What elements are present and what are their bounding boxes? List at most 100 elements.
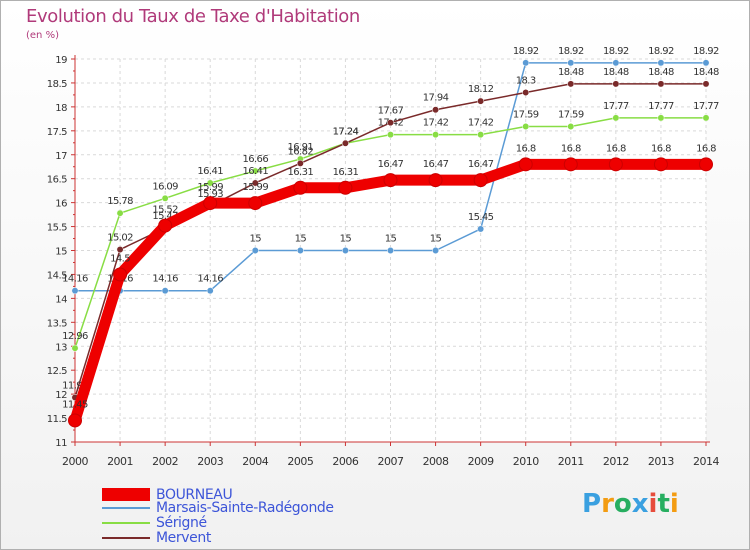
data-label: 17.67 bbox=[378, 106, 404, 117]
x-tick-label: 2000 bbox=[62, 455, 88, 468]
x-tick-label: 2001 bbox=[107, 455, 133, 468]
data-point bbox=[338, 180, 353, 195]
y-tick-label: 18.5 bbox=[47, 79, 67, 90]
legend-label: Mervent bbox=[156, 530, 211, 546]
data-label: 17.24 bbox=[333, 126, 359, 137]
data-point bbox=[518, 157, 533, 172]
data-point bbox=[203, 196, 218, 211]
data-label: 16.8 bbox=[696, 143, 716, 154]
chart-subtitle: (en %) bbox=[26, 30, 59, 41]
data-point bbox=[161, 194, 169, 202]
data-point bbox=[522, 123, 530, 130]
data-point bbox=[657, 114, 665, 122]
data-label: 16.09 bbox=[152, 181, 178, 192]
data-label: 18.92 bbox=[693, 46, 719, 57]
data-point bbox=[341, 247, 349, 254]
brand-logo-letter: r bbox=[601, 489, 614, 519]
data-point bbox=[428, 173, 443, 188]
brand-logo-letter: i bbox=[669, 489, 679, 519]
y-tick-label: 16 bbox=[55, 199, 67, 210]
data-label: 15.99 bbox=[242, 182, 268, 193]
data-label: 15.78 bbox=[107, 196, 133, 207]
y-tick-label: 12.5 bbox=[47, 366, 67, 377]
data-point bbox=[612, 114, 620, 122]
y-tick-label: 16.5 bbox=[47, 175, 67, 186]
data-label: 18.48 bbox=[558, 67, 584, 78]
data-label: 16.47 bbox=[378, 159, 404, 170]
data-label: 17.59 bbox=[513, 110, 539, 121]
data-point bbox=[522, 89, 530, 96]
y-tick-label: 19 bbox=[55, 55, 67, 66]
data-point bbox=[158, 218, 173, 233]
brand-logo-letter: i bbox=[648, 489, 658, 519]
data-label: 16.41 bbox=[242, 166, 268, 177]
data-point bbox=[248, 196, 263, 211]
data-point bbox=[387, 131, 394, 139]
legend-label: Marsais-Sainte-Radégonde bbox=[156, 500, 334, 516]
data-label: 15.02 bbox=[107, 233, 133, 244]
data-label: 14.16 bbox=[152, 274, 178, 285]
brand-logo-letter: o bbox=[613, 489, 632, 519]
y-tick-label: 11 bbox=[55, 438, 67, 449]
data-label: 16.31 bbox=[333, 167, 359, 178]
legend-swatch bbox=[102, 537, 150, 539]
data-point bbox=[206, 287, 214, 295]
data-label: 17.77 bbox=[603, 101, 629, 112]
data-point bbox=[477, 131, 485, 139]
data-point bbox=[206, 179, 214, 187]
data-label: 16.8 bbox=[516, 143, 536, 154]
data-label: 15.93 bbox=[197, 189, 223, 200]
brand-logo: Proxiti bbox=[582, 489, 679, 519]
data-point bbox=[699, 157, 713, 172]
data-label: 17.77 bbox=[693, 101, 719, 112]
data-point bbox=[251, 179, 259, 187]
data-point bbox=[116, 246, 124, 253]
x-tick-label: 2010 bbox=[513, 455, 539, 468]
data-label: 16.82 bbox=[288, 146, 314, 157]
data-label: 15 bbox=[340, 234, 352, 245]
brand-logo-letter: P bbox=[582, 489, 602, 519]
data-label: 17.24 bbox=[333, 126, 359, 137]
data-point bbox=[612, 80, 620, 88]
data-label: 11.93 bbox=[62, 380, 88, 391]
data-label: 16.8 bbox=[651, 143, 671, 154]
x-tick-label: 2002 bbox=[152, 455, 178, 468]
data-point bbox=[563, 157, 578, 172]
data-label: 18.48 bbox=[693, 67, 719, 78]
data-label: 18.92 bbox=[648, 46, 674, 57]
data-label: 14.16 bbox=[62, 274, 88, 285]
data-label: 15 bbox=[295, 234, 307, 245]
data-label: 17.94 bbox=[423, 93, 449, 104]
data-label: 12.96 bbox=[62, 331, 88, 342]
y-tick-label: 15.5 bbox=[47, 223, 67, 234]
data-label: 15 bbox=[385, 234, 397, 245]
data-point bbox=[567, 80, 575, 88]
data-label: 18.3 bbox=[516, 76, 536, 87]
y-tick-label: 14.5 bbox=[47, 270, 67, 281]
data-point bbox=[293, 180, 308, 195]
data-label: 15.52 bbox=[152, 205, 178, 216]
y-tick-label: 18 bbox=[55, 103, 67, 114]
data-point bbox=[608, 157, 623, 172]
data-label: 18.12 bbox=[468, 84, 494, 95]
data-point bbox=[113, 267, 128, 282]
data-label: 18.92 bbox=[603, 46, 629, 57]
y-tick-label: 17.5 bbox=[47, 127, 67, 138]
data-label: 16.41 bbox=[197, 166, 223, 177]
data-point bbox=[657, 80, 665, 88]
data-point bbox=[612, 59, 620, 67]
data-point bbox=[116, 209, 124, 217]
data-label: 17.77 bbox=[648, 101, 674, 112]
data-point bbox=[251, 167, 259, 175]
data-label: 11.45 bbox=[62, 399, 88, 410]
brand-logo-letter: x bbox=[631, 489, 649, 519]
y-tick-label: 14 bbox=[55, 294, 67, 305]
data-point bbox=[473, 173, 488, 188]
x-tick-label: 2006 bbox=[332, 455, 358, 468]
legend-swatch bbox=[102, 488, 150, 501]
data-label: 15.99 bbox=[197, 182, 223, 193]
x-tick-label: 2004 bbox=[242, 455, 268, 468]
x-tick-label: 2008 bbox=[423, 455, 449, 468]
y-tick-label: 13 bbox=[55, 342, 67, 353]
data-label: 15 bbox=[430, 234, 442, 245]
